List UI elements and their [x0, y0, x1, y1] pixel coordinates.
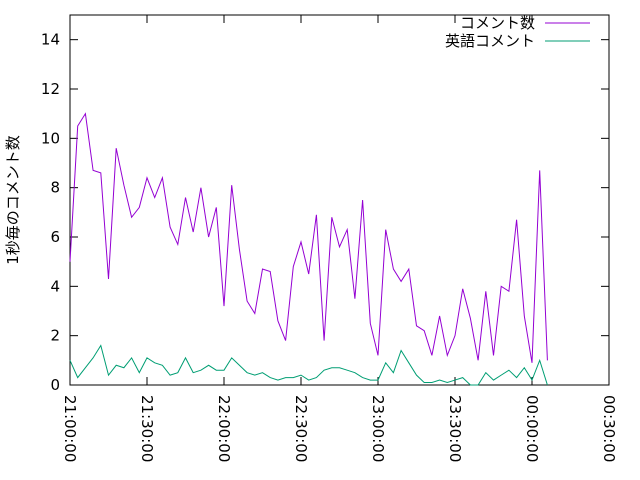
y-tick-label: 14: [41, 31, 60, 49]
x-tick-label: 21:00:00: [61, 395, 79, 462]
y-tick-label: 6: [50, 228, 60, 246]
x-tick-label: 22:00:00: [215, 395, 233, 462]
y-tick-label: 4: [50, 277, 60, 295]
x-tick-label: 23:00:00: [369, 395, 387, 462]
y-tick-label: 2: [50, 327, 60, 345]
y-tick-label: 0: [50, 376, 60, 394]
x-tick-label: 00:00:00: [523, 395, 541, 462]
y-tick-label: 10: [41, 129, 60, 147]
legend-label: コメント数: [460, 14, 535, 32]
x-tick-label: 00:30:00: [600, 395, 618, 462]
x-tick-label: 21:30:00: [138, 395, 156, 462]
plot-border: [69, 14, 610, 386]
series-line: [69, 344, 548, 386]
legend-label: 英語コメント: [445, 32, 535, 50]
x-tick-label: 22:30:00: [292, 395, 310, 462]
y-axis-label: 1秒毎のコメント数: [4, 135, 22, 265]
x-tick-label: 23:30:00: [446, 395, 464, 462]
y-tick-label: 12: [41, 80, 60, 98]
y-tick-label: 8: [50, 179, 60, 197]
series-line: [69, 112, 548, 363]
